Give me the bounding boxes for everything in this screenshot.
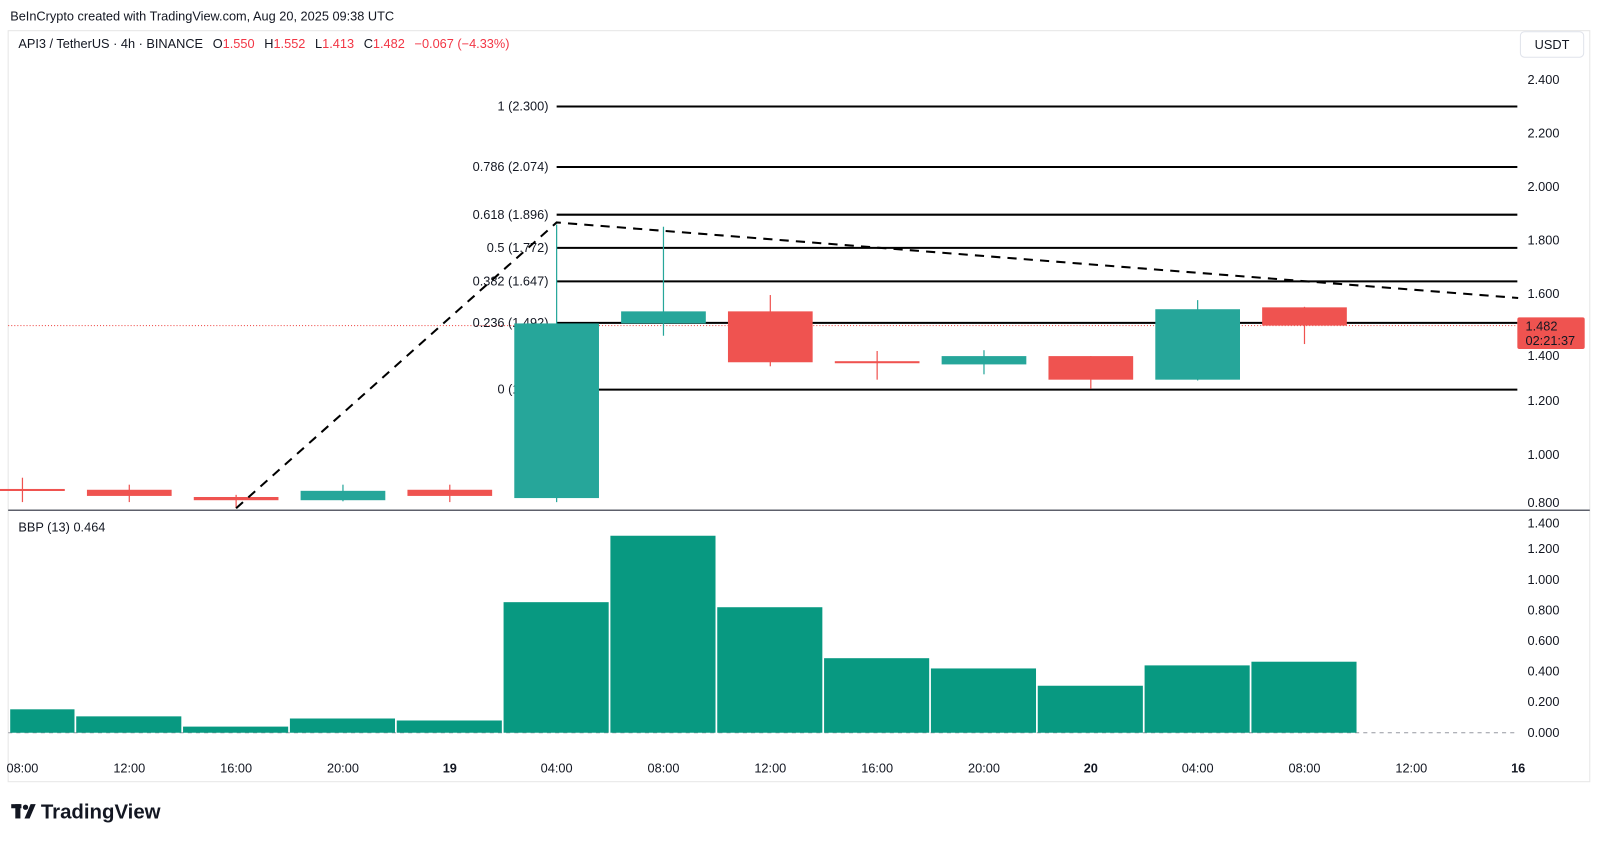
bbp-bar (930, 668, 1037, 733)
bbp-axis-tick: 1.400 (1528, 516, 1560, 531)
tradingview-logo[interactable]: TradingView (11, 801, 161, 823)
symbol-title[interactable]: API3 / TetherUS · 4h · BINANCE (18, 36, 203, 51)
bbp-bar (1144, 665, 1250, 733)
candle-body (86, 489, 172, 496)
bbp-bar (503, 602, 609, 733)
fib-level-label: 0.786 (2.074) (473, 159, 549, 174)
candle-body (1048, 356, 1134, 380)
bbp-bar (824, 658, 930, 733)
bbp-axis-tick: 1.000 (1528, 572, 1560, 587)
bbp-bar (289, 718, 395, 733)
last-price-label: 1.482 02:21:37 (1517, 317, 1585, 350)
time-axis-tick: 16:00 (861, 761, 893, 776)
time-axis-tick: 04:00 (1182, 761, 1214, 776)
open-value: 1.550 (223, 36, 255, 51)
candle-body (514, 323, 599, 499)
price-axis-tick: 1.600 (1528, 286, 1560, 301)
price-axis-tick: 1.800 (1528, 232, 1560, 247)
high-label: H (264, 36, 273, 51)
price-axis-tick: 2.000 (1528, 179, 1560, 194)
currency-label[interactable]: USDT (1535, 37, 1570, 52)
tradingview-logo-icon (11, 804, 36, 819)
bbp-bar (396, 720, 502, 733)
time-axis-tick: 08:00 (6, 761, 38, 776)
time-axis-tick: 16 (1511, 761, 1525, 776)
time-axis-tick: 19 (443, 761, 457, 776)
candle-body (727, 311, 813, 363)
candle-body (834, 361, 920, 364)
bbp-axis-tick: 0.200 (1528, 694, 1560, 709)
time-axis-tick: 20:00 (968, 761, 1000, 776)
close-value: 1.482 (373, 36, 405, 51)
time-axis-tick: 04:00 (541, 761, 573, 776)
change-value: −0.067 (−4.33%) (415, 36, 510, 51)
indicator-value: 0.464 (73, 520, 105, 535)
close-label: C (364, 36, 373, 51)
candle-body (941, 356, 1027, 365)
time-axis-tick: 12:00 (754, 761, 786, 776)
bbp-axis-tick: 0.600 (1528, 633, 1560, 648)
fib-level-label: 0.5 (1.772) (487, 240, 549, 255)
bbp-bar (1037, 685, 1143, 733)
high-value: 1.552 (273, 36, 305, 51)
time-axis-tick: 08:00 (648, 761, 680, 776)
legend: API3 / TetherUS · 4h · BINANCE O1.550 H1… (18, 36, 509, 51)
price-axis-tick: 1.000 (1528, 447, 1560, 462)
time-axis-tick: 12:00 (113, 761, 145, 776)
bbp-bar (1251, 661, 1357, 733)
bbp-bar (76, 716, 182, 733)
fib-level-label: 0.618 (1.896) (473, 207, 549, 222)
indicator-name[interactable]: BBP (13) (18, 520, 70, 535)
bbp-axis-tick: 1.200 (1528, 541, 1560, 556)
time-axis-tick: 08:00 (1289, 761, 1321, 776)
candle-body (1155, 309, 1240, 380)
bbp-bar (610, 535, 716, 733)
bar-countdown: 02:21:37 (1526, 333, 1576, 348)
price-pane[interactable]: 2.400 2.200 2.000 1.800 1.600 1.400 1.200 1.000… (0, 72, 1559, 510)
credit-text: BeInCrypto created with TradingView.com,… (10, 8, 394, 23)
candle-body (1262, 307, 1347, 326)
bbp-bar (183, 726, 289, 733)
last-price-value: 1.482 (1526, 319, 1558, 334)
svg-text:API3 / TetherUS · 4h · BINANCE: API3 / TetherUS · 4h · BINANCE O1.550 H1… (18, 36, 509, 51)
low-label: L (315, 36, 322, 51)
tradingview-logo-text: TradingView (41, 801, 161, 823)
time-axis[interactable]: 08:00 12:00 16:00 20:00 19 04:00 08:00 12:00 16:… (6, 761, 1525, 776)
bbp-bar (717, 607, 823, 733)
fib-level-label: 0.382 (1.647) (473, 273, 549, 288)
candle-body (300, 490, 386, 501)
low-value: 1.413 (322, 36, 354, 51)
price-axis-tick: 1.400 (1528, 348, 1560, 363)
price-axis-tick: 0.800 (1528, 495, 1560, 510)
price-axis-tick: 2.400 (1528, 72, 1560, 87)
candle-body (407, 489, 493, 496)
fib-level-label: 1 (2.300) (497, 99, 548, 114)
chart-frame (7, 30, 1591, 783)
currency-button[interactable]: USDT (1519, 31, 1585, 58)
time-axis-tick: 20:00 (327, 761, 359, 776)
open-label: O (213, 36, 223, 51)
candle-body (0, 488, 65, 491)
candle-body (621, 311, 706, 324)
time-axis-tick: 12:00 (1395, 761, 1427, 776)
price-axis-tick: 2.200 (1528, 125, 1560, 140)
time-axis-tick: 20 (1084, 761, 1098, 776)
trendline (235, 221, 1519, 510)
price-axis-tick: 1.200 (1528, 393, 1560, 408)
bbp-axis-tick: 0.400 (1528, 664, 1560, 679)
bbp-axis-tick: 0.800 (1528, 602, 1560, 617)
candle-body (193, 496, 279, 501)
bbp-bar (10, 709, 75, 733)
bbp-axis-tick: 0.000 (1528, 725, 1560, 740)
bbp-pane[interactable]: 1.400 1.200 1.000 0.800 0.600 0.400 0.200 0.000 (8, 516, 1559, 740)
time-axis-tick: 16:00 (220, 761, 252, 776)
